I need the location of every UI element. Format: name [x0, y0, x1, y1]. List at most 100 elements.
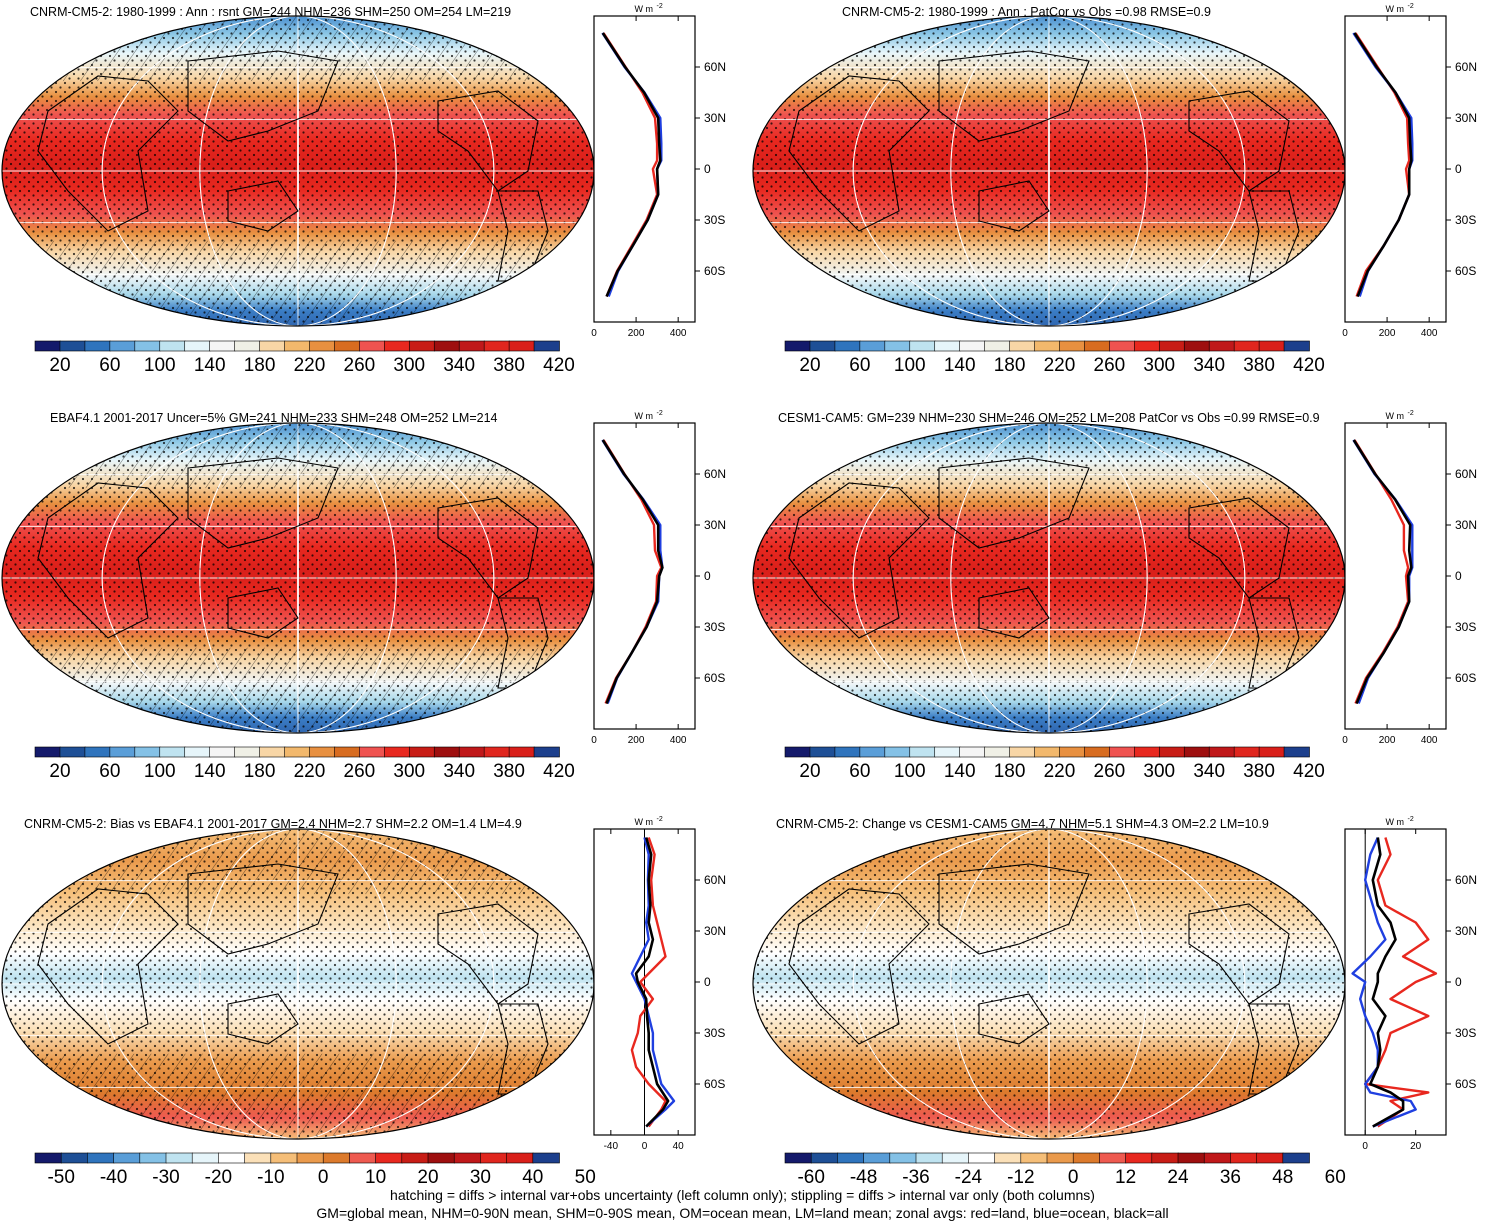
series-all-line [1369, 837, 1405, 1128]
lat-tick-label: 30S [1455, 1026, 1476, 1040]
zonal-profile-2: 60N 30N 0 30S 60S 0 200 400 W m -2 [1342, 3, 1477, 339]
x-tick-label: 0 [591, 328, 597, 339]
lat-tick-label: 0 [1455, 569, 1462, 583]
continent-outline [437, 90, 539, 192]
longitude-gridline [297, 423, 299, 733]
continent-outline [37, 888, 179, 1045]
map-content [2, 423, 594, 733]
colorbar-swatch [1158, 340, 1186, 352]
colorbar-swatch [968, 1152, 996, 1164]
colorbar-swatch [1258, 746, 1285, 758]
colorbar-label: 20 [799, 761, 820, 782]
longitude-gridline [852, 16, 1246, 326]
colorbar-swatch [1151, 1152, 1179, 1164]
colorbar-1: 20 60 100 140 180 220 260 300 340 380 420 [34, 340, 575, 376]
colorbar-label: 260 [1094, 355, 1126, 376]
colorbar-label: 420 [543, 355, 575, 376]
series-land-line [1363, 837, 1438, 1128]
map-panel-6 [752, 828, 1346, 1140]
x-tick-label: 0 [1362, 1141, 1368, 1152]
colorbar-label: 220 [1044, 761, 1076, 782]
longitude-gridline [297, 16, 299, 326]
profile-frame [1344, 15, 1447, 323]
colorbar-swatch [401, 1152, 429, 1164]
colorbar-label: 220 [1044, 355, 1076, 376]
panel-title-5: CNRM-CM5-2: Bias vs EBAF4.1 2001-2017 GM… [24, 817, 522, 831]
colorbar-swatch [533, 746, 560, 758]
lat-tick-label: 60N [704, 467, 726, 481]
colorbar-label: 30 [470, 1167, 491, 1188]
colorbar-label: 340 [1193, 355, 1225, 376]
lat-tick-label: 30S [704, 620, 725, 634]
colorbar-swatch [384, 340, 411, 352]
colorbar-label: 140 [944, 761, 976, 782]
longitude-gridline [1048, 423, 1050, 733]
colorbar-swatch [87, 1152, 115, 1164]
colorbar-label: 380 [1243, 761, 1275, 782]
colorbar-swatch [1084, 746, 1111, 758]
series-ocean-line [1351, 837, 1417, 1128]
x-tick-label: 200 [628, 328, 645, 339]
unit-exponent: -2 [1408, 410, 1414, 417]
colorbar-label: -10 [257, 1167, 284, 1188]
map-panel-1 [1, 15, 595, 327]
series-all-line [1353, 32, 1413, 297]
colorbar-label: 420 [1293, 761, 1325, 782]
colorbar-swatch [810, 1152, 839, 1164]
x-tick-label: 200 [628, 735, 645, 746]
lat-tick-label: 30S [1455, 620, 1476, 634]
colorbar-label: 0 [318, 1167, 329, 1188]
continent-outline [437, 903, 539, 1005]
lat-tick-label: 60S [704, 264, 725, 278]
colorbar-swatch [1233, 746, 1260, 758]
lat-tick-label: 30N [1455, 518, 1477, 532]
profile-frame [1344, 828, 1447, 1136]
colorbar-swatch [458, 340, 485, 352]
colorbar-swatch [809, 746, 836, 758]
colorbar-swatch [784, 746, 811, 758]
colorbar-label: -30 [152, 1167, 179, 1188]
continent-outline [978, 587, 1050, 639]
colorbar-swatch [1072, 1152, 1101, 1164]
continent-outline [437, 497, 539, 599]
colorbar-swatch [60, 1152, 89, 1164]
longitude-gridline [199, 829, 397, 1139]
colorbar-label: -50 [47, 1167, 74, 1188]
colorbar-swatch [34, 1152, 63, 1164]
colorbar-label: 12 [1115, 1167, 1136, 1188]
colorbar-label: 40 [522, 1167, 543, 1188]
colorbar-label: 20 [799, 355, 820, 376]
colorbar-swatch [427, 1152, 456, 1164]
colorbar-swatch [1009, 746, 1036, 758]
colorbar-swatch [209, 340, 236, 352]
colorbar-swatch [270, 1152, 298, 1164]
colorbar-swatch [1020, 1152, 1048, 1164]
x-tick-label: 0 [642, 1141, 648, 1152]
series-land-line [630, 837, 667, 1128]
lat-tick-label: 60N [704, 873, 726, 887]
colorbar-4: 20 60 100 140 180 220 260 300 340 380 420 [784, 746, 1325, 782]
zonal-profile-4: 60N 30N 0 30S 60S 0 200 400 W m -2 [1342, 410, 1477, 746]
continent-outline [187, 50, 339, 142]
colorbar-swatch [915, 1152, 944, 1164]
continent-outline [788, 482, 930, 639]
longitude-gridline [297, 829, 299, 1139]
footer-note-2: GM=global mean, NHM=0-90N mean, SHM=0-90… [316, 1205, 1169, 1221]
lat-tick-label: 0 [704, 975, 711, 989]
colorbar-swatch [159, 746, 186, 758]
colorbar-swatch [1125, 1152, 1153, 1164]
lat-tick-label: 0 [704, 569, 711, 583]
map-content [753, 423, 1345, 733]
zonal-profile-5: 60N 30N 0 30S 60S -40 0 40 W m -2 [593, 816, 726, 1152]
colorbar-label: 60 [99, 355, 120, 376]
colorbar-swatch [159, 340, 186, 352]
colorbar-swatch [84, 340, 111, 352]
longitude-gridline [852, 829, 1246, 1139]
colorbar-swatch [113, 1152, 141, 1164]
unit-label: W m [1386, 817, 1405, 827]
x-tick-label: 400 [670, 328, 687, 339]
unit-exponent: -2 [1408, 816, 1414, 823]
footer-note-1: hatching = diffs > internal var+obs unce… [390, 1187, 1095, 1203]
colorbar-label: 300 [1143, 761, 1175, 782]
colorbar-swatch [1099, 1152, 1127, 1164]
